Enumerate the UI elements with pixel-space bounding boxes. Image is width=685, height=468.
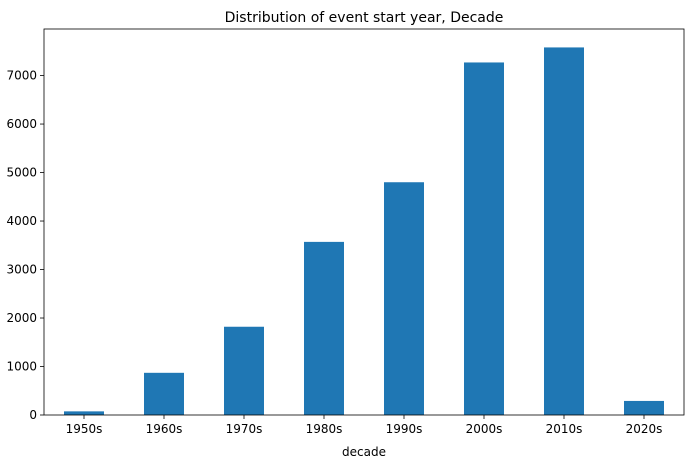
y-tick-label: 1000	[6, 360, 37, 374]
bar	[304, 241, 344, 415]
x-tick-label: 1970s	[226, 422, 263, 436]
y-tick-label: 5000	[6, 166, 37, 180]
x-tick-label: 1980s	[306, 422, 343, 436]
bar	[624, 400, 664, 415]
y-tick-label: 2000	[6, 311, 37, 325]
x-axis-label: decade	[342, 445, 386, 459]
y-tick-label: 6000	[6, 117, 37, 131]
bar	[224, 326, 264, 415]
x-tick-label: 2020s	[626, 422, 663, 436]
bar	[144, 372, 184, 415]
bar	[64, 411, 104, 415]
x-tick-label: 2000s	[466, 422, 503, 436]
x-tick-label: 1990s	[386, 422, 423, 436]
chart-title: Distribution of event start year, Decade	[225, 10, 504, 26]
y-tick-label: 0	[29, 408, 37, 422]
x-tick-label: 1960s	[146, 422, 183, 436]
bar	[544, 47, 584, 416]
y-tick-label: 4000	[6, 214, 37, 228]
bar	[384, 182, 424, 415]
y-tick-label: 3000	[6, 263, 37, 277]
x-tick-label: 2010s	[546, 422, 583, 436]
y-tick-label: 7000	[6, 69, 37, 83]
plot-frame	[43, 28, 685, 416]
x-tick-label: 1950s	[66, 422, 103, 436]
plot-area: 0 1000 2000 3000 4000 5000 6000 7000 1950s 1960s 1…	[6, 28, 685, 436]
bar	[464, 62, 504, 415]
